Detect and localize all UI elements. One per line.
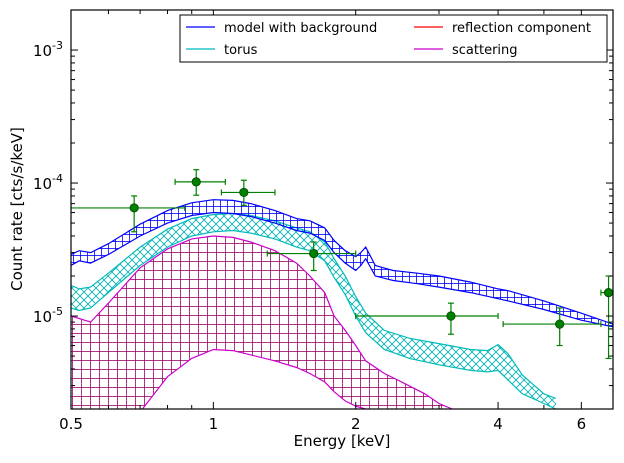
scattering-upper-line [71,235,453,409]
data-point-marker [446,311,456,321]
data-point-3 [220,179,276,206]
data-point-4 [266,241,357,272]
torus-band-fill [71,213,556,409]
data-point-marker [309,248,319,259]
torus-lower-line [71,229,557,409]
legend-label-reflection: reflection component [452,21,591,36]
legend-label-model: model with background [224,21,377,36]
y-axis-label: Count rate [cts/s/keV] [8,127,26,291]
legend: model with background torus reflection c… [179,14,608,63]
axis-ticks: 0.5 1 2 4 6 10-3 10-4 10-5 [33,9,614,433]
torus-upper-line [71,212,557,400]
x-tick-label: 2 [351,415,361,433]
model-bands [71,199,613,409]
data-point-5 [355,302,499,335]
x-axis-label: Energy [keV] [294,432,391,450]
legend-box [179,14,608,63]
data-point-1 [71,195,186,233]
data-point-marker [191,177,201,187]
legend-label-torus: torus [224,43,258,58]
model-with-background-upper-line [71,199,613,325]
data-point-marker [129,203,139,213]
y-tick-label: 10-5 [33,305,63,326]
data-point-marker [555,319,565,329]
data-point-2 [174,169,226,196]
plot-frame [70,9,614,410]
y-tick-label: 10-4 [33,172,63,193]
scattering-band-fill [71,236,453,409]
data-point-marker [239,187,249,198]
x-tick-label: 4 [493,415,503,433]
x-tick-label: 1 [209,415,219,433]
y-tick-label: 10-3 [33,39,63,60]
x-tick-label: 6 [577,415,587,433]
x-tick-label: 0.5 [59,415,83,433]
model-with-background-lower-line [71,211,613,328]
data-point-6 [502,307,602,347]
data-point-marker [603,288,613,298]
legend-label-scattering: scattering [452,43,518,58]
scattering-lower-line [141,348,370,409]
data-points [71,169,613,360]
